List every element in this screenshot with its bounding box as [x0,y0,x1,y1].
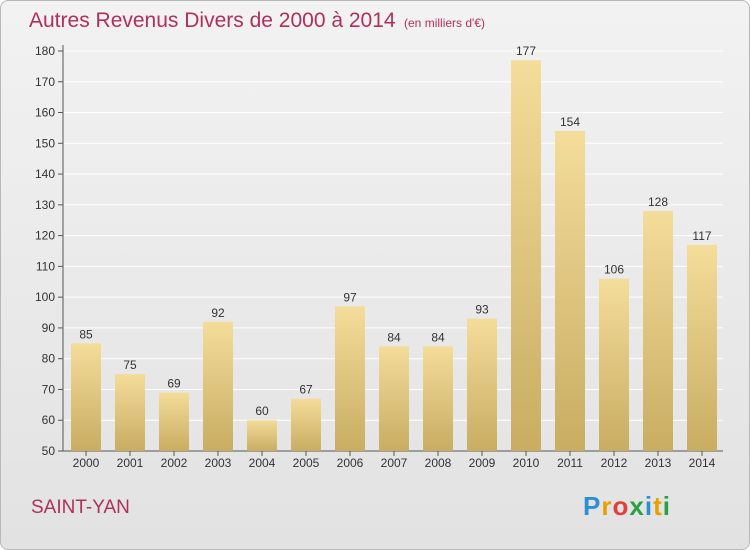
bar [379,346,409,451]
data-label: 60 [255,404,269,418]
bar [291,398,321,451]
logo-letter: i [644,491,654,521]
bar [247,420,277,451]
data-label: 92 [211,306,225,320]
x-tick-label: 2012 [601,456,628,470]
bar-layer [71,60,717,451]
data-label: 177 [516,44,536,58]
chart-title-unit: (en milliers d'€) [404,16,485,30]
bar [555,131,585,451]
y-tick-label: 130 [35,198,55,212]
y-tick-label: 160 [35,106,55,120]
y-tick-label: 70 [42,382,56,396]
y-tick-label: 180 [35,44,55,58]
bar [159,392,189,451]
data-label: 84 [431,330,445,344]
y-tick-label: 60 [42,413,56,427]
data-label: 75 [123,358,137,372]
bar [335,306,365,451]
place-name: SAINT-YAN [31,497,130,518]
x-tick-label: 2014 [689,456,716,470]
bar [467,318,497,451]
x-tick-label: 2005 [293,456,320,470]
bar [511,60,541,451]
y-tick-label: 100 [35,290,55,304]
logo-letter: r [601,491,613,521]
x-tick-label: 2003 [205,456,232,470]
bar [687,244,717,451]
y-tick-label: 140 [35,167,55,181]
x-tick-label: 2006 [337,456,364,470]
y-tick-label: 90 [42,321,56,335]
logo-letter: P [583,491,602,521]
proxiti-logo: Proxiti [583,491,671,522]
data-label: 128 [648,195,668,209]
bar [115,374,145,451]
logo-letter: t [653,491,663,521]
y-tick-label: 110 [36,259,55,273]
x-tick-label: 2010 [513,456,540,470]
label-layer: 85 75 69 92 60 67 97 84 84 93 177 154 106 128 117 [79,44,712,418]
data-label: 67 [299,383,313,397]
x-tick-label: 2008 [425,456,452,470]
logo-letter: o [612,491,630,521]
x-tick-label: 2009 [469,456,496,470]
y-tick-label: 170 [35,75,55,89]
y-tick-label: 50 [42,444,56,458]
chart-title: Autres Revenus Divers de 2000 à 2014 (en… [29,9,485,33]
y-tick-label: 120 [35,229,55,243]
data-label: 93 [475,303,489,317]
chart-title-main: Autres Revenus Divers de 2000 à 2014 [29,9,396,32]
data-label: 85 [79,327,93,341]
logo-letter: i [662,491,671,521]
logo-letter: x [629,491,645,521]
y-tick-label: 150 [35,136,55,150]
x-tick-label: 2000 [73,456,100,470]
x-tick-label: 2013 [645,456,672,470]
data-label: 69 [167,377,181,391]
x-tick-label: 2001 [117,456,144,470]
data-label: 97 [343,290,357,304]
bar [599,278,629,451]
data-label: 84 [387,330,401,344]
x-tick-label: 2011 [557,456,583,470]
x-tick-label: 2007 [381,456,408,470]
data-label: 154 [560,115,580,129]
bar [71,343,101,451]
x-tick-label: 2002 [161,456,188,470]
bar [643,211,673,451]
y-tick-label: 80 [42,352,56,366]
data-label: 117 [692,229,711,243]
bar [203,321,233,451]
x-tick-label: 2004 [249,456,276,470]
bar [423,346,453,451]
data-label: 106 [604,263,624,277]
